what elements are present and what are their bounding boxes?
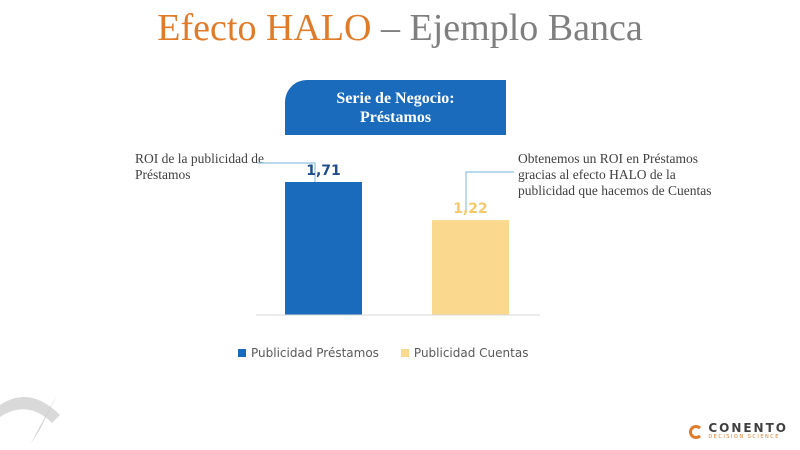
slide-title: Efecto HALO – Ejemplo Banca <box>0 6 800 50</box>
data-label-cuentas: 1,22 <box>453 201 488 217</box>
callout-left-text: ROI de la publicidad de Préstamos <box>135 151 264 182</box>
logo-tagline: DECISION SCIENCE <box>708 434 780 440</box>
logo-name: CONENTO <box>708 421 788 435</box>
legend-item-cuentas: Publicidad Cuentas <box>400 346 529 360</box>
title-accent: Efecto HALO <box>157 7 372 49</box>
series-label-line1: Serie de Negocio: <box>336 90 455 107</box>
legend-item-prestamos: Publicidad Préstamos <box>238 346 379 360</box>
legend-swatch-cuentas <box>400 349 409 357</box>
legend-label-prestamos: Publicidad Préstamos <box>251 346 379 360</box>
chart-legend: Publicidad Préstamos Publicidad Cuentas <box>238 346 528 360</box>
callout-right-text: Obtenemos un ROI en Préstamos gracias al… <box>518 151 712 198</box>
callout-right-connector <box>465 171 514 211</box>
series-label-line2: Préstamos <box>359 109 432 126</box>
bar-cuentas <box>432 220 509 315</box>
legend-label-cuentas: Publicidad Cuentas <box>413 346 529 360</box>
callout-left-connector <box>258 162 316 190</box>
bar-prestamos <box>285 182 362 315</box>
corner-decoration-icon <box>0 393 60 445</box>
legend-swatch-prestamos <box>238 349 246 357</box>
data-label-prestamos: 1,71 <box>306 163 341 179</box>
conento-logo: CONENTO DECISION SCIENCE <box>689 422 788 441</box>
conento-logo-icon <box>689 424 704 439</box>
title-rest: – Ejemplo Banca <box>371 7 643 49</box>
series-label-box: Serie de Negocio: Préstamos <box>285 80 506 135</box>
